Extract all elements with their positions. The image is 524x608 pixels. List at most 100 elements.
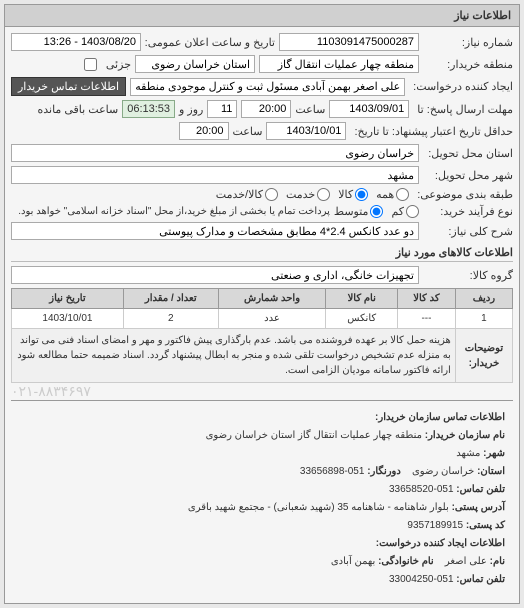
city-value: مشهد bbox=[456, 448, 480, 459]
city-line: شهر: مشهد bbox=[19, 445, 505, 463]
org-line: نام سازمان خریدار: منطقه چهار عملیات انت… bbox=[19, 427, 505, 445]
goods-table: ردیف کد کالا نام کالا واحد شمارش تعداد /… bbox=[11, 288, 513, 383]
radio-medium[interactable] bbox=[370, 205, 383, 218]
f-province-value: خراسان رضوی bbox=[412, 466, 474, 477]
th-unit: واحد شمارش bbox=[218, 289, 326, 309]
row-location-province: استان محل تحویل: bbox=[11, 144, 513, 162]
process-label: نوع فرآیند خرید: bbox=[423, 205, 513, 218]
th-code: کد کالا bbox=[398, 289, 456, 309]
deadline-time-field[interactable] bbox=[241, 100, 291, 118]
postal-value: 9357189915 bbox=[407, 520, 463, 531]
location-city-label: شهر محل تحویل: bbox=[423, 169, 513, 182]
th-row: ردیف bbox=[455, 289, 512, 309]
row-deadline: مهلت ارسال پاسخ: تا ساعت روز و 06:13:53 … bbox=[11, 100, 513, 118]
buyer-region-field[interactable] bbox=[259, 55, 419, 73]
address-label: آدرس پستی: bbox=[452, 502, 505, 513]
validity-label: حداقل تاریخ اعتبار پیشنهاد: تا تاریخ: bbox=[350, 125, 513, 138]
partial-checkbox[interactable] bbox=[84, 58, 97, 71]
remaining-label: ساعت باقی مانده bbox=[37, 103, 118, 116]
validity-date-field[interactable] bbox=[266, 122, 346, 140]
countdown-timer: 06:13:53 bbox=[122, 100, 175, 118]
radio-goods[interactable] bbox=[355, 188, 368, 201]
cell-date: 1403/10/01 bbox=[12, 309, 124, 329]
province-fax-line: استان: خراسان رضوی دورنگار: 051-33656898 bbox=[19, 463, 505, 481]
panel-header: اطلاعات نیاز bbox=[5, 5, 519, 27]
goods-group-field[interactable] bbox=[11, 266, 419, 284]
row-buyer-region: منطقه خریدار: جزئی bbox=[11, 55, 513, 73]
province-field[interactable] bbox=[135, 55, 255, 73]
cell-qty: 2 bbox=[123, 309, 218, 329]
days-label: روز و bbox=[179, 103, 203, 116]
name-value: علی اصغر bbox=[445, 556, 487, 567]
process-radio-group: کم متوسط bbox=[334, 205, 419, 218]
th-date: تاریخ نیاز bbox=[12, 289, 124, 309]
radio-all[interactable] bbox=[396, 188, 409, 201]
watermark: ۰۲۱-۸۸۳۴۶۹۷ bbox=[11, 383, 513, 400]
row-general-desc: شرح کلی نیاز: bbox=[11, 222, 513, 240]
request-number-label: شماره نیاز: bbox=[423, 36, 513, 49]
address-value: بلوار شاهنامه - شاهنامه 35 (شهید شعبانی)… bbox=[188, 502, 449, 513]
radio-goods-service-label: کالا/خدمت bbox=[216, 188, 263, 201]
row-location-city: شهر محل تحویل: bbox=[11, 166, 513, 184]
need-info-panel: اطلاعات نیاز شماره نیاز: تاریخ و ساعت اع… bbox=[4, 4, 520, 604]
contact-phone-line: تلفن تماس: 051-33004250 bbox=[19, 571, 505, 589]
cell-row: 1 bbox=[455, 309, 512, 329]
postal-label: کد پستی: bbox=[466, 520, 505, 531]
days-field[interactable] bbox=[207, 100, 237, 118]
note-text-cell: هزینه حمل کالا بر عهده فروشنده می باشد. … bbox=[12, 329, 456, 383]
row-process: نوع فرآیند خرید: کم متوسط پرداخت تمام یا… bbox=[11, 205, 513, 218]
radio-medium-label: متوسط bbox=[334, 205, 369, 218]
general-desc-field[interactable] bbox=[11, 222, 419, 240]
name-line: نام: علی اصغر نام خانوادگی: بهمن آبادی bbox=[19, 553, 505, 571]
phone-line: تلفن تماس: 051-33658520 bbox=[19, 481, 505, 499]
radio-goods-service[interactable] bbox=[265, 188, 278, 201]
row-request-number: شماره نیاز: تاریخ و ساعت اعلان عمومی: bbox=[11, 33, 513, 51]
radio-low[interactable] bbox=[406, 205, 419, 218]
cell-code: --- bbox=[398, 309, 456, 329]
row-creator: ایجاد کننده درخواست: اطلاعات تماس خریدار bbox=[11, 77, 513, 96]
table-note-row: توضیحات خریدار: هزینه حمل کالا بر عهده ف… bbox=[12, 329, 513, 383]
general-desc-label: شرح کلی نیاز: bbox=[423, 225, 513, 238]
th-qty: تعداد / مقدار bbox=[123, 289, 218, 309]
footer-contact: اطلاعات تماس سازمان خریدار: نام سازمان خ… bbox=[11, 400, 513, 597]
location-province-field[interactable] bbox=[11, 144, 419, 162]
fax-label: دورنگار: bbox=[367, 466, 401, 477]
th-name: نام کالا bbox=[326, 289, 398, 309]
contact-buyer-button[interactable]: اطلاعات تماس خریدار bbox=[11, 77, 126, 96]
creator-field[interactable] bbox=[130, 78, 405, 96]
buyer-region-label: منطقه خریدار: bbox=[423, 58, 513, 71]
validity-time-field[interactable] bbox=[179, 122, 229, 140]
time-label-1: ساعت bbox=[295, 103, 325, 116]
radio-service[interactable] bbox=[317, 188, 330, 201]
family-value: بهمن آبادی bbox=[331, 556, 375, 567]
radio-low-label: کم bbox=[391, 205, 404, 218]
request-number-field[interactable] bbox=[279, 33, 419, 51]
packaging-label: طبقه بندی موضوعی: bbox=[413, 188, 513, 201]
packaging-radio-group: همه کالا خدمت کالا/خدمت bbox=[216, 188, 409, 201]
org-value: منطقه چهار عملیات انتقال گاز استان خراسا… bbox=[206, 430, 422, 441]
phone-label: تلفن تماس: bbox=[456, 484, 505, 495]
location-city-field[interactable] bbox=[11, 166, 419, 184]
announce-label: تاریخ و ساعت اعلان عمومی: bbox=[145, 36, 275, 49]
table-header-row: ردیف کد کالا نام کالا واحد شمارش تعداد /… bbox=[12, 289, 513, 309]
radio-goods-label: کالا bbox=[338, 188, 353, 201]
cell-unit: عدد bbox=[218, 309, 326, 329]
creator-title: اطلاعات ایجاد کننده درخواست: bbox=[19, 535, 505, 553]
process-note: پرداخت تمام یا بخشی از مبلغ خرید،از محل … bbox=[18, 206, 330, 217]
fax-value: 051-33656898 bbox=[300, 466, 365, 477]
announce-field[interactable] bbox=[11, 33, 141, 51]
radio-service-label: خدمت bbox=[286, 188, 315, 201]
deadline-date-field[interactable] bbox=[329, 100, 409, 118]
f-province-label: استان: bbox=[477, 466, 505, 477]
goods-group-label: گروه کالا: bbox=[423, 269, 513, 282]
creator-label: ایجاد کننده درخواست: bbox=[409, 80, 513, 93]
table-row: 1 --- کانکس عدد 2 1403/10/01 bbox=[12, 309, 513, 329]
city-label: شهر: bbox=[483, 448, 505, 459]
org-label: نام سازمان خریدار: bbox=[425, 430, 505, 441]
cell-name: کانکس bbox=[326, 309, 398, 329]
goods-section-title: اطلاعات کالاهای مورد نیاز bbox=[11, 246, 513, 262]
deadline-label: مهلت ارسال پاسخ: تا bbox=[413, 103, 513, 116]
panel-content: شماره نیاز: تاریخ و ساعت اعلان عمومی: من… bbox=[5, 27, 519, 603]
name-label: نام: bbox=[490, 556, 505, 567]
row-goods-group: گروه کالا: bbox=[11, 266, 513, 284]
